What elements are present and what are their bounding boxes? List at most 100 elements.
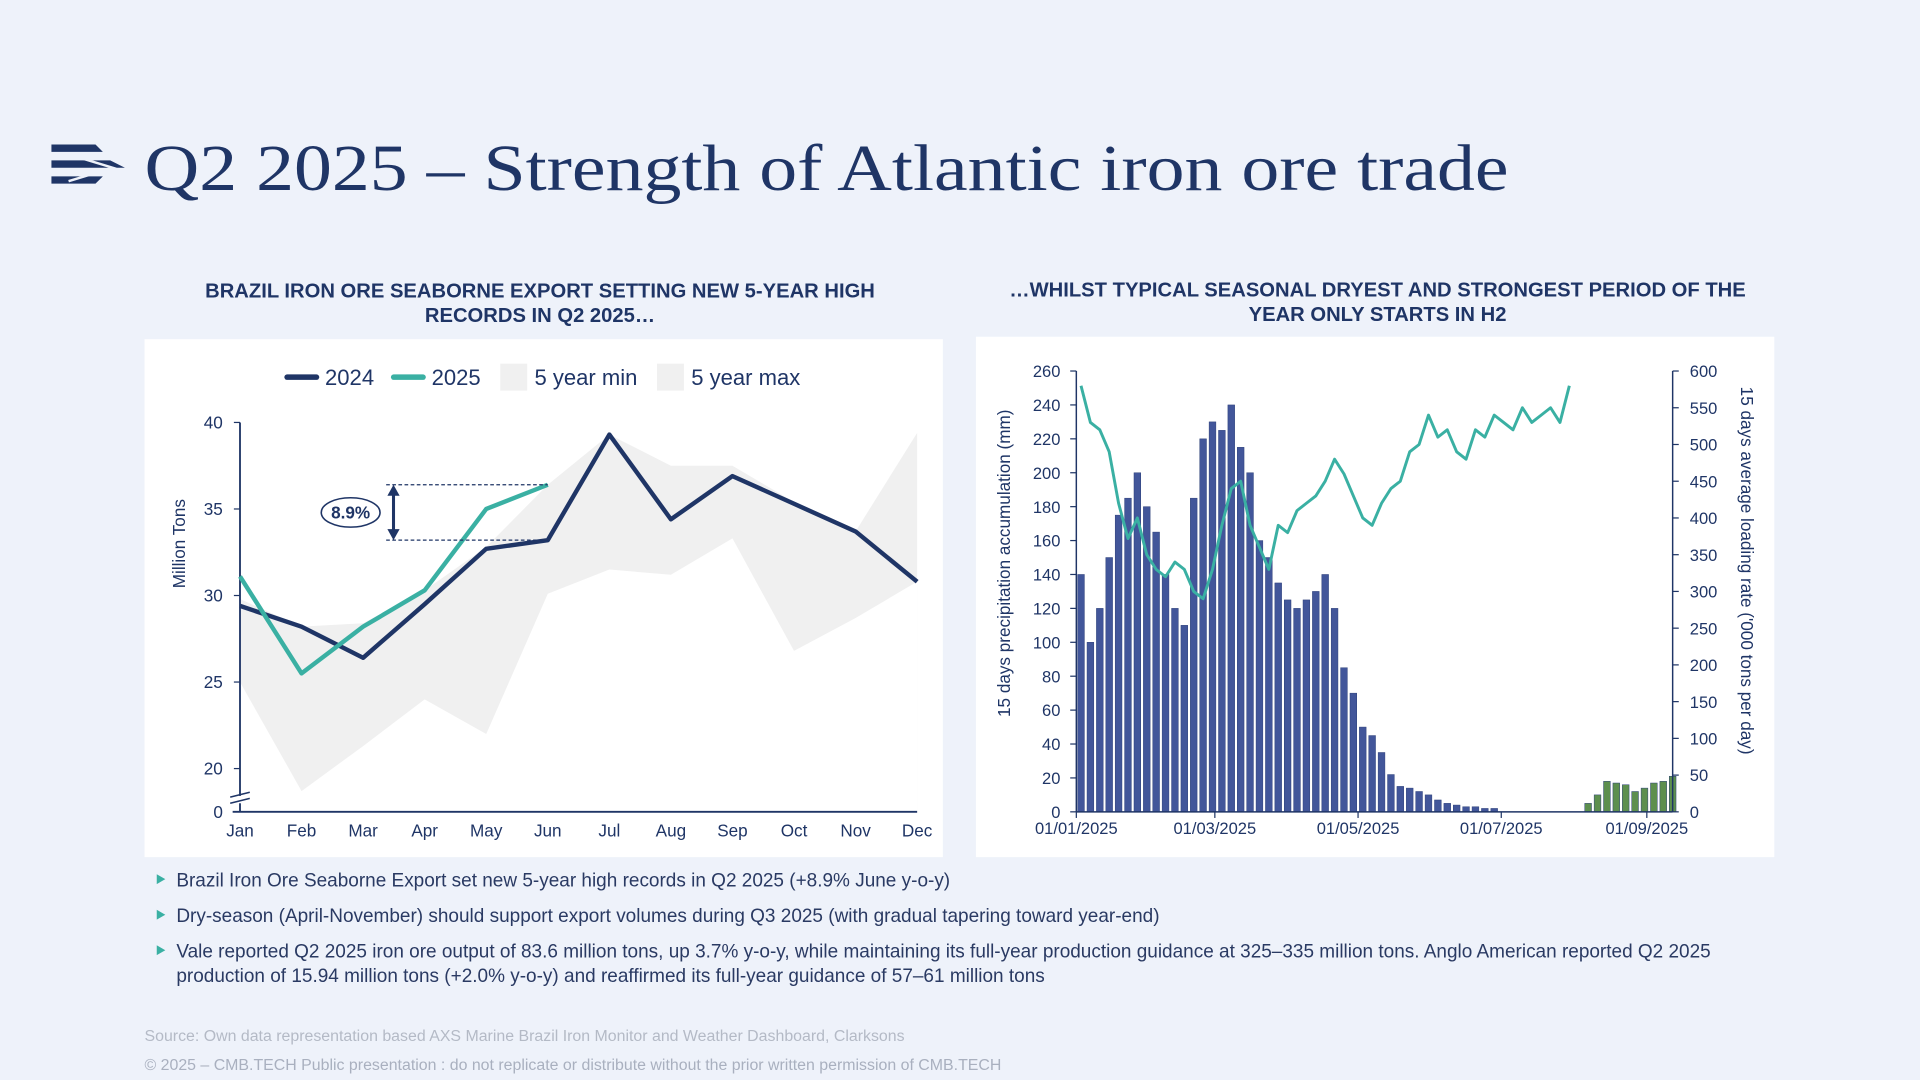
bar xyxy=(1434,799,1442,813)
bar xyxy=(1105,557,1113,813)
y2-tick-label: 50 xyxy=(1690,766,1708,785)
bar xyxy=(1077,574,1085,813)
legend-label: 2024 xyxy=(325,365,374,390)
x-tick-label: Jul xyxy=(598,820,620,840)
chart-title: …WHILST TYPICAL SEASONAL DRYEST AND STRO… xyxy=(1009,279,1746,326)
bar xyxy=(1274,582,1282,813)
bar xyxy=(1190,497,1198,813)
y-tick-label: 120 xyxy=(1033,600,1061,619)
x-tick-label: Jun xyxy=(534,820,562,840)
bullet-text: Dry-season (April-November) should suppo… xyxy=(176,906,1160,927)
bar xyxy=(1368,735,1376,813)
bar xyxy=(1199,438,1207,813)
bar xyxy=(1406,787,1414,813)
x-tick-label: Aug xyxy=(656,820,686,840)
y-tick-label: 60 xyxy=(1042,701,1060,720)
x-tick-label: Oct xyxy=(781,820,808,840)
bar xyxy=(1161,574,1170,813)
x-tick-label: Feb xyxy=(287,820,317,840)
y2-axis-label: 15 days average loading rate ('000 tons … xyxy=(1737,387,1757,755)
bar xyxy=(1086,642,1095,813)
y-tick-label: 0 xyxy=(1051,803,1060,822)
bar xyxy=(1124,497,1132,813)
bar xyxy=(1443,803,1451,813)
bar xyxy=(1302,599,1311,813)
y-tick-label: 100 xyxy=(1033,633,1061,652)
bar xyxy=(1283,599,1292,813)
axis-break-gap xyxy=(230,795,250,804)
y-axis-label: 15 days precipitation accumulation (mm) xyxy=(994,410,1014,717)
y2-tick-label: 550 xyxy=(1690,399,1718,418)
y2-tick-label: 200 xyxy=(1690,656,1718,675)
bar xyxy=(1237,447,1245,813)
bar xyxy=(1293,608,1301,813)
bullets-box: Brazil Iron Ore Seaborne Export set new … xyxy=(154,869,1770,987)
chart-title-box: …WHILST TYPICAL SEASONAL DRYEST AND STRO… xyxy=(1009,279,1746,326)
bar xyxy=(1462,806,1470,813)
y-tick-label: 260 xyxy=(1033,362,1061,381)
bar xyxy=(1659,781,1667,813)
bar xyxy=(1603,781,1611,813)
axis-break-mark xyxy=(230,791,250,798)
y2-tick-label: 250 xyxy=(1690,619,1718,638)
y-tick-label: 80 xyxy=(1042,667,1060,686)
range-area xyxy=(240,538,918,812)
bullet: Brazil Iron Ore Seaborne Export set new … xyxy=(154,869,1770,893)
x-tick-label: Mar xyxy=(348,820,378,840)
x-tick-label: Jan xyxy=(226,820,254,840)
y-tick-label: 240 xyxy=(1033,396,1061,415)
x-tick-label: Dec xyxy=(902,820,933,840)
y-tick-label: 140 xyxy=(1033,566,1061,585)
y-tick-label: 200 xyxy=(1033,464,1061,483)
y-tick-label: 30 xyxy=(204,586,223,606)
bar xyxy=(1359,726,1367,813)
bar xyxy=(1312,591,1320,813)
y2-tick-label: 400 xyxy=(1690,509,1718,528)
bar xyxy=(1208,421,1217,813)
bar xyxy=(1612,782,1620,813)
series-line xyxy=(238,482,549,676)
logo xyxy=(51,144,125,184)
x-tick-label: 01/01/2025 xyxy=(1035,819,1118,838)
bar xyxy=(1321,574,1329,813)
bullet-text: Vale reported Q2 2025 iron ore output of… xyxy=(176,941,1711,987)
annotation-text: 8.9% xyxy=(331,503,370,523)
bar xyxy=(1387,774,1395,813)
bar xyxy=(1453,804,1461,813)
y-tick-label: 180 xyxy=(1033,498,1061,517)
chart-title: BRAZIL IRON ORE SEABORNE EXPORT SETTING … xyxy=(205,280,875,327)
bar xyxy=(1622,784,1630,813)
bar xyxy=(1171,608,1179,813)
arrow-head xyxy=(387,529,400,541)
y-tick-label: 0 xyxy=(213,802,223,822)
x-tick-label: 01/09/2025 xyxy=(1605,819,1688,838)
y2-tick-label: 500 xyxy=(1690,436,1718,455)
arrow-head xyxy=(387,484,400,496)
y2-tick-label: 350 xyxy=(1690,546,1718,565)
x-tick-label: 01/05/2025 xyxy=(1317,819,1400,838)
bar xyxy=(1593,794,1602,813)
y-tick-label: 40 xyxy=(204,413,223,433)
bar xyxy=(1330,608,1339,813)
x-tick-label: Apr xyxy=(411,820,438,840)
legend-label: 5 year min xyxy=(535,365,638,390)
bar xyxy=(1180,625,1188,813)
bar xyxy=(1349,692,1357,813)
bar xyxy=(1424,794,1433,813)
x-tick-label: Nov xyxy=(840,820,871,840)
bar xyxy=(1415,791,1423,813)
legend-label: 5 year max xyxy=(691,365,800,390)
y2-tick-label: 600 xyxy=(1690,362,1718,381)
chart-title-box: BRAZIL IRON ORE SEABORNE EXPORT SETTING … xyxy=(205,280,875,327)
slide-title: Q2 2025 – Strength of Atlantic iron ore … xyxy=(144,132,1508,205)
legend: 2024 2025 5 year min 5 year max xyxy=(284,363,800,391)
bar xyxy=(1227,404,1235,813)
series-line xyxy=(239,432,919,661)
bullet: Dry-season (April-November) should suppo… xyxy=(154,905,1770,929)
annotation-bubble xyxy=(320,496,381,528)
legend-swatch xyxy=(656,363,684,391)
bar xyxy=(1096,608,1104,813)
y-tick-label: 20 xyxy=(204,759,223,779)
source-note: Source: Own data representation based AX… xyxy=(144,1028,904,1045)
series-line xyxy=(1079,385,1571,601)
